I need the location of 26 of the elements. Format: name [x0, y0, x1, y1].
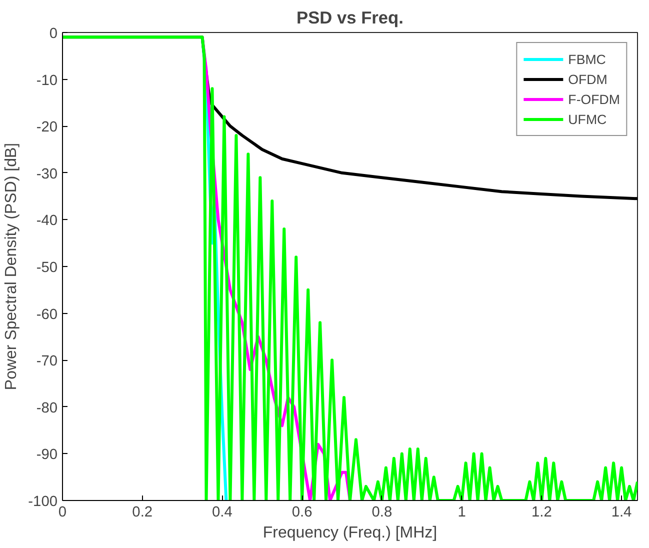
y-tick-label: -60	[36, 306, 58, 323]
y-tick-label: -100	[28, 494, 58, 510]
x-tick-label: 0.6	[292, 504, 312, 520]
x-tick-label: 1.2	[531, 504, 552, 520]
x-tick-label: 0.8	[372, 504, 392, 520]
legend-label: UFMC	[568, 112, 607, 126]
legend-label: OFDM	[568, 72, 608, 86]
chart-title: PSD vs Freq.	[296, 8, 404, 28]
x-tick-label: 1	[458, 504, 466, 520]
y-tick-label: -90	[36, 447, 58, 464]
x-tick-label: 0.2	[132, 504, 153, 520]
y-tick-label: -70	[36, 354, 58, 370]
y-tick-label: -30	[36, 166, 58, 182]
x-tick-label: 1.4	[611, 504, 632, 520]
y-tick-label: -20	[36, 120, 58, 136]
x-tick-label: 0.4	[212, 504, 232, 520]
y-tick-label: -50	[36, 260, 58, 276]
legend-label: FBMC	[568, 52, 606, 66]
legend-label: F-OFDM	[568, 92, 620, 106]
y-axis-title: Power Spectral Density (PSD) [dB]	[3, 142, 20, 390]
y-tick-label: -80	[36, 400, 58, 416]
x-axis-title: Frequency (Freq.) [MHz]	[262, 524, 438, 542]
y-tick-label: -10	[36, 72, 58, 89]
line-series	[62, 36, 638, 500]
y-tick-label: -40	[36, 213, 58, 230]
y-tick-label: 0	[49, 26, 58, 42]
